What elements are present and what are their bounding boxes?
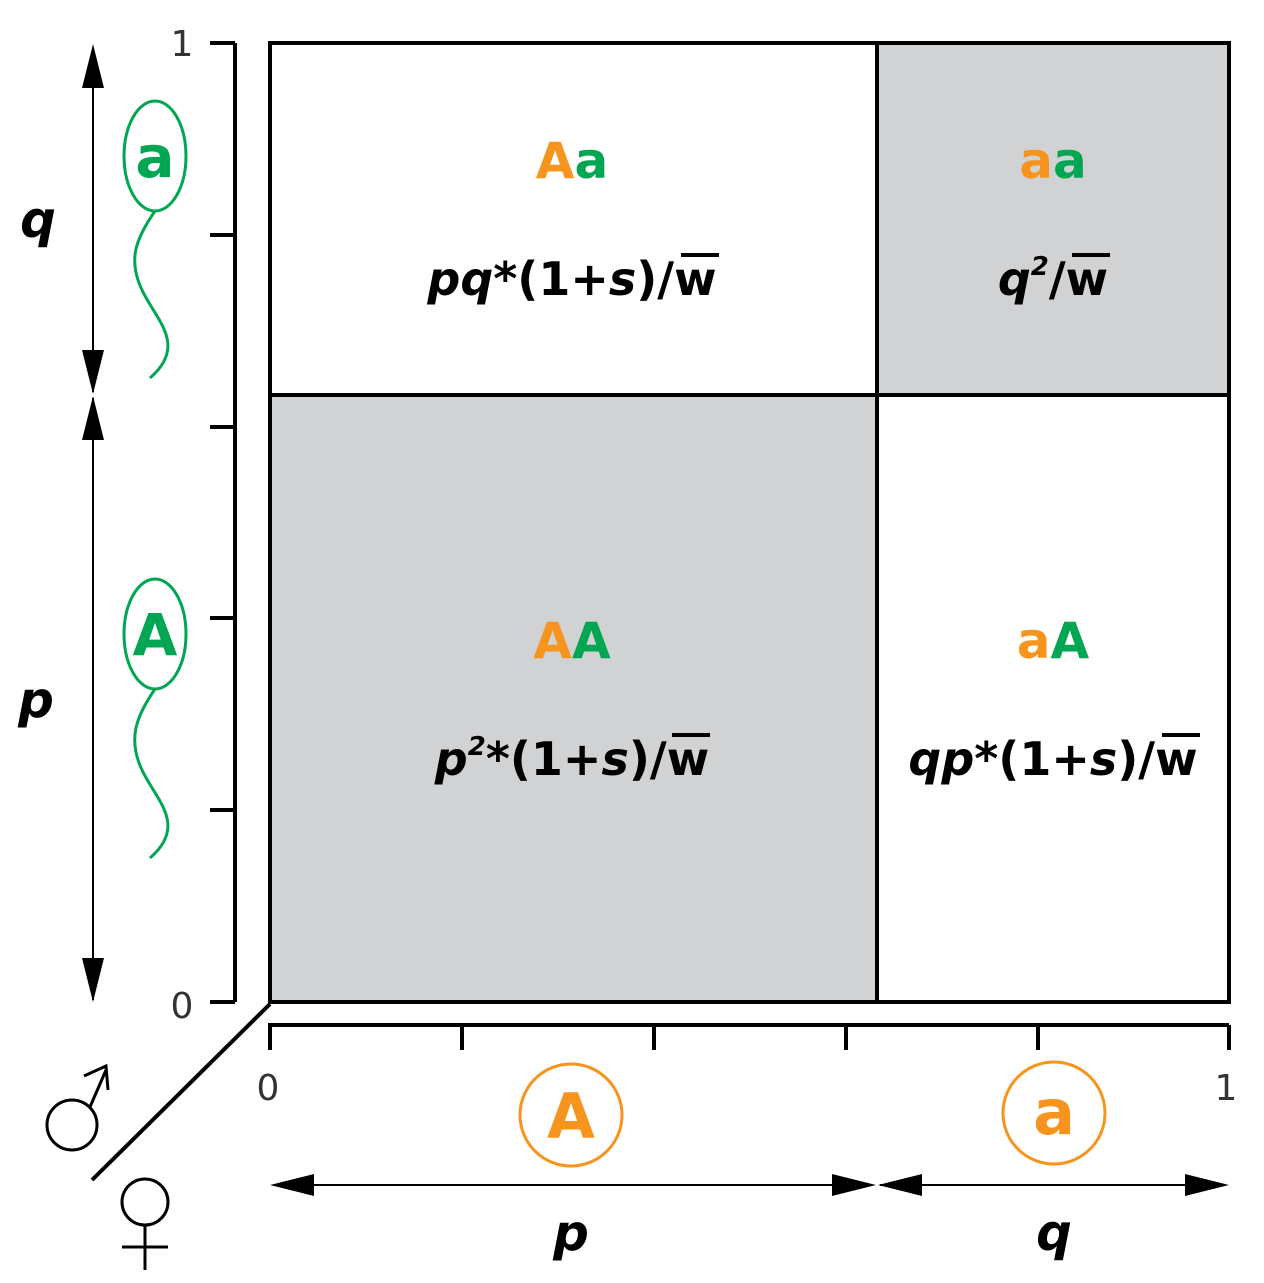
x-axis: 0 1 A a p q [257,1023,1238,1262]
y-axis: 1 0 q p a A [17,24,237,1027]
egg-allele-left-label: A [547,1080,595,1153]
frequency-formula: p2*(1+s)/w [434,732,709,786]
y-p-label: p [17,671,54,729]
frequency-formula: qp*(1+s)/w [908,732,1197,786]
egg-allele-a-icon [1001,1060,1107,1166]
x-p-arrow-right-icon [832,1174,876,1196]
cell-top-right: aa q2/w [998,132,1110,306]
cell-top-left: Aa pq*(1+s)/w [426,132,719,306]
male-symbol-icon [45,1063,110,1152]
genotype-label: aa [1019,132,1087,190]
corner-diagonal-line [90,1002,272,1182]
cell-bottom-left: AA p2*(1+s)/w [434,612,710,786]
cell-bottom-right-bg [877,395,1229,1002]
x-p-arrow-left-icon [270,1174,314,1196]
punnett-grid [268,41,1231,1004]
egg-allele-right-label: a [1033,1076,1075,1149]
frequency-formula: pq*(1+s)/w [426,252,716,306]
x-q-arrow-left-icon [878,1174,922,1196]
cell-bottom-right: aA qp*(1+s)/w [908,612,1200,786]
sperm-tail-icon [133,210,170,380]
cell-top-left-bg [270,43,877,395]
x-q-label: q [1036,1204,1072,1262]
genotype-label: Aa [536,132,608,190]
p-arrow-up-icon [82,396,104,440]
sperm-allele-bottom-label: A [133,601,178,669]
x-p-label: p [552,1204,589,1262]
egg-allele-A-icon [518,1062,624,1168]
p-arrow-down-icon [82,958,104,1002]
y-tick-label-bottom: 0 [171,986,194,1027]
x-q-arrow-right-icon [1185,1174,1229,1196]
genotype-label: aA [1017,612,1090,670]
grid-border [268,41,1231,1004]
sperm-allele-A: A [122,577,188,860]
cell-top-right-bg [877,43,1229,395]
q-arrow-up-icon [82,44,104,88]
x-tick-label-left: 0 [257,1068,280,1109]
genotype-label: AA [533,612,611,670]
y-q-label: q [20,191,56,249]
sperm-allele-top-label: a [135,123,174,191]
y-tick-label-top: 1 [171,24,194,65]
female-symbol-icon [120,1177,170,1270]
sperm-tail-icon [133,688,170,860]
x-tick-label-right: 1 [1215,1068,1238,1109]
cell-bottom-left-bg [270,395,877,1002]
q-arrow-down-icon [82,350,104,394]
sperm-allele-a: a [122,99,188,380]
frequency-formula: q2/w [998,252,1108,306]
